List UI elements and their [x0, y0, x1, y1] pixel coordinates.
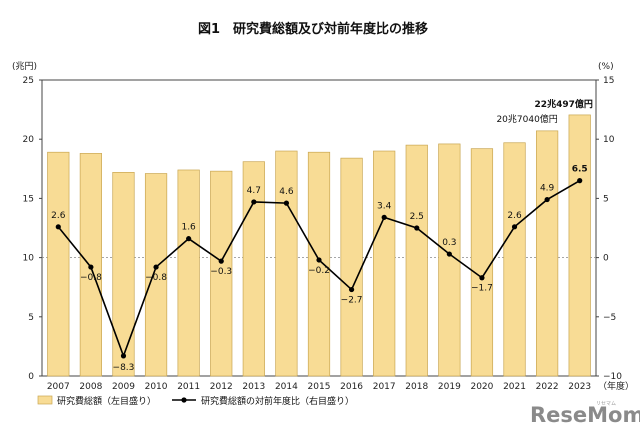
logo-text: ReseMom [530, 403, 640, 427]
yoy-data-label: −0.2 [308, 266, 330, 276]
yoy-data-label: 2.5 [410, 212, 424, 222]
x-tick-label: 2022 [536, 382, 559, 392]
x-tick-label: 2008 [79, 382, 102, 392]
yoy-data-label: 2.6 [51, 211, 66, 221]
bar [242, 161, 265, 377]
x-tick-label: 2012 [210, 382, 233, 392]
x-tick-label: 2009 [112, 382, 135, 392]
yoy-data-label: −0.8 [145, 273, 167, 283]
yoy-point [55, 224, 61, 230]
yoy-data-label: 6.5 [572, 165, 588, 175]
yoy-point [544, 196, 550, 203]
x-tick-label: 2013 [242, 382, 265, 392]
bar-total-annotation: 22兆497億円 [535, 98, 593, 110]
yoy-data-label: −0.8 [80, 273, 102, 283]
left-tick-label: 25 [23, 76, 34, 86]
yoy-point [283, 200, 290, 206]
yoy-data-label: 3.4 [377, 201, 392, 211]
x-tick-label: 2014 [275, 382, 298, 392]
bar [144, 173, 168, 377]
x-tick-label: 2015 [308, 382, 331, 392]
yoy-point [153, 264, 159, 270]
left-tick-label: 10 [23, 254, 35, 264]
right-tick-label: −10 [603, 372, 622, 382]
legend-line-marker [181, 397, 187, 403]
bar-total-annotation: 20兆7040億円 [496, 113, 557, 125]
bar [438, 143, 461, 377]
yoy-data-label: 1.6 [181, 223, 196, 233]
yoy-data-label: 2.6 [507, 211, 522, 221]
left-tick-label: 20 [23, 135, 35, 145]
yoy-point [251, 199, 257, 205]
right-axis-unit: (%) [598, 62, 614, 72]
yoy-data-label: −8.3 [113, 363, 135, 373]
left-tick-label: 5 [28, 313, 34, 323]
yoy-point [348, 286, 355, 293]
bar [568, 114, 591, 377]
legend-line-label: 研究費総額の対前年度比（右目盛り） [201, 395, 354, 407]
yoy-data-label: −2.7 [341, 296, 363, 306]
yoy-data-label: −1.7 [471, 284, 493, 294]
x-tick-label: 2011 [177, 382, 200, 392]
bar [177, 169, 200, 377]
x-tick-label: 2020 [470, 382, 493, 392]
x-tick-label: 2016 [340, 382, 363, 392]
legend: 研究費総額（左目盛り） 研究費総額の対前年度比（右目盛り） [37, 395, 354, 407]
bar [405, 144, 428, 377]
bar [340, 157, 363, 377]
x-tick-label: 2018 [405, 382, 428, 392]
yoy-point [186, 236, 192, 242]
yoy-point [414, 225, 420, 231]
yoy-point [381, 214, 387, 220]
bar [307, 151, 331, 377]
bar [210, 170, 233, 377]
yoy-data-label: 0.3 [442, 238, 456, 248]
yoy-point [511, 224, 518, 230]
x-axis-unit: （年度） [598, 380, 634, 392]
yoy-data-label: −0.3 [210, 267, 232, 277]
left-axis-unit: (兆円) [12, 61, 37, 72]
right-tick-label: 0 [603, 254, 609, 264]
resemom-logo: リセマム ReseMom [530, 401, 640, 427]
right-tick-label: 15 [603, 76, 614, 86]
x-tick-label: 2021 [503, 382, 526, 392]
yoy-point [218, 258, 224, 264]
bar [112, 172, 135, 377]
legend-bar-label: 研究費総額（左目盛り） [57, 395, 156, 407]
yoy-point [316, 257, 322, 263]
right-tick-label: 10 [603, 135, 615, 145]
x-tick-label: 2019 [438, 382, 461, 392]
left-tick-label: 0 [28, 372, 34, 382]
legend-bar-swatch [37, 395, 53, 405]
x-tick-label: 2010 [145, 382, 168, 392]
logo-tagline: リセマム [596, 401, 616, 407]
bar [47, 151, 70, 377]
yoy-data-label: 4.9 [540, 184, 555, 194]
yoy-point [88, 264, 94, 270]
bar [470, 148, 494, 377]
yoy-point [577, 178, 583, 184]
bar [275, 150, 298, 377]
right-tick-label: −5 [603, 313, 616, 323]
bar [536, 130, 559, 377]
left-tick-label: 15 [23, 194, 34, 204]
yoy-point [479, 275, 485, 281]
yoy-point [446, 251, 452, 257]
chart-title: 図1 研究費総額及び対前年度比の推移 [198, 21, 428, 37]
yoy-point [120, 353, 127, 359]
bar [373, 150, 396, 377]
x-tick-label: 2023 [568, 382, 591, 392]
x-tick-label: 2017 [373, 382, 396, 392]
yoy-data-label: 4.7 [247, 186, 261, 196]
right-tick-label: 5 [603, 194, 609, 204]
bar [503, 142, 526, 377]
x-tick-label: 2007 [47, 382, 70, 392]
yoy-data-label: 4.6 [279, 187, 294, 197]
